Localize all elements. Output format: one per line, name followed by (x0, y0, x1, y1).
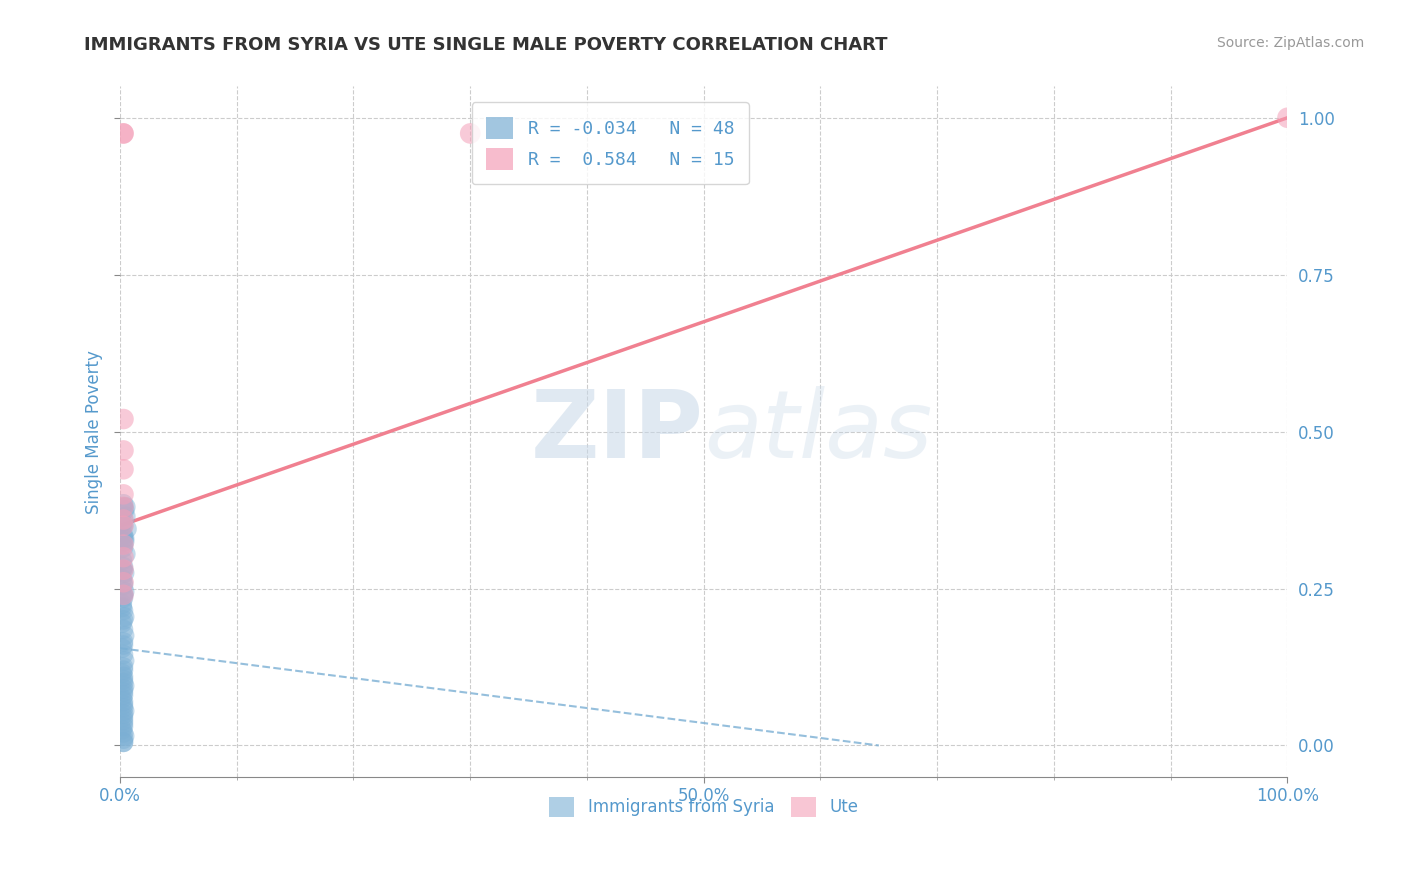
Point (112, 588, 135, 602)
Point (112, 663, 135, 677)
Point (112, 638, 135, 652)
Point (458, 127, 481, 141)
Point (112, 732, 135, 747)
Point (112, 518, 135, 533)
Point (115, 522, 138, 536)
Text: ZIP: ZIP (531, 385, 704, 477)
Point (112, 613, 135, 627)
Point (112, 588, 135, 602)
Point (112, 528, 135, 542)
Point (111, 666, 134, 681)
Point (111, 518, 134, 533)
Point (112, 669, 135, 683)
Point (112, 497, 135, 511)
Point (112, 550, 135, 565)
Point (112, 588, 135, 602)
Point (1277, 111, 1299, 125)
Point (112, 443, 135, 458)
Point (112, 720, 135, 734)
Point (112, 127, 135, 141)
Point (111, 723, 134, 737)
Point (111, 641, 134, 656)
Point (114, 629, 136, 643)
Legend: Immigrants from Syria, Ute: Immigrants from Syria, Ute (543, 790, 865, 824)
Point (112, 735, 135, 749)
Point (112, 563, 135, 577)
Point (112, 726, 135, 740)
Point (114, 509, 136, 524)
Point (112, 716, 135, 731)
Point (114, 566, 136, 580)
Point (112, 538, 135, 552)
Point (111, 553, 134, 567)
Point (111, 691, 134, 706)
Point (112, 500, 135, 514)
Point (112, 635, 135, 649)
Point (112, 623, 135, 637)
Text: Source: ZipAtlas.com: Source: ZipAtlas.com (1216, 36, 1364, 50)
Point (112, 578, 135, 592)
Point (112, 685, 135, 699)
Point (111, 600, 134, 615)
Point (114, 584, 136, 599)
Point (114, 609, 136, 624)
Point (114, 679, 136, 693)
Point (112, 500, 135, 514)
Point (111, 616, 134, 631)
Point (112, 541, 135, 555)
Point (112, 681, 135, 696)
Text: IMMIGRANTS FROM SYRIA VS UTE SINGLE MALE POVERTY CORRELATION CHART: IMMIGRANTS FROM SYRIA VS UTE SINGLE MALE… (84, 36, 887, 54)
Point (112, 707, 135, 722)
Point (112, 575, 135, 590)
Point (112, 127, 135, 141)
Point (112, 714, 135, 728)
Point (112, 673, 135, 687)
Point (112, 710, 135, 724)
Text: atlas: atlas (704, 386, 932, 477)
Point (112, 603, 135, 617)
Y-axis label: Single Male Poverty: Single Male Poverty (86, 350, 103, 514)
Point (112, 688, 135, 702)
Point (111, 563, 134, 577)
Point (112, 698, 135, 712)
Point (112, 487, 135, 501)
Point (114, 729, 136, 743)
Point (112, 591, 135, 605)
Point (114, 534, 136, 549)
Point (114, 532, 136, 546)
Point (112, 518, 135, 533)
Point (112, 512, 135, 526)
Point (112, 701, 135, 715)
Point (112, 660, 135, 674)
Point (112, 563, 135, 577)
Point (112, 532, 135, 546)
Point (114, 704, 136, 718)
Point (112, 538, 135, 552)
Point (112, 412, 135, 426)
Point (114, 503, 136, 517)
Point (111, 516, 134, 530)
Point (114, 547, 136, 561)
Point (112, 694, 135, 708)
Point (111, 572, 134, 586)
Point (111, 597, 134, 611)
Point (112, 559, 135, 574)
Point (112, 462, 135, 476)
Point (114, 500, 136, 514)
Point (112, 648, 135, 662)
Point (114, 654, 136, 668)
Point (112, 512, 135, 526)
Point (112, 735, 135, 749)
Point (112, 575, 135, 590)
Point (112, 675, 135, 690)
